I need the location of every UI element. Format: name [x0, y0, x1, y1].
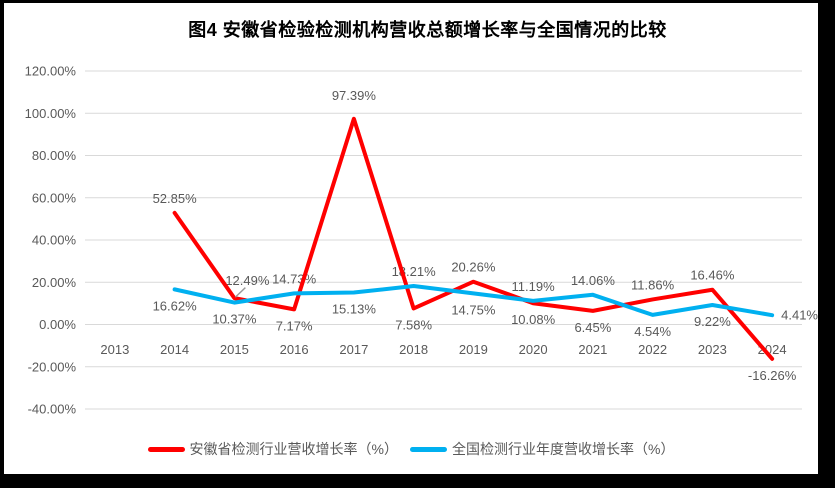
line-chart-plot: 120.00% 100.00% 80.00% 60.00% 40.00% 20.00% 0.…: [25, 64, 818, 417]
legend-line-swatch: [410, 446, 447, 452]
data-label-series-0: 16.46%: [690, 268, 735, 283]
y-axis-tick-label: 60.00%: [32, 190, 77, 205]
data-label-series-0: 12.49%: [225, 273, 270, 288]
label-leader-line: [234, 287, 246, 298]
legend-label: 全国检测行业年度营收增长率（%）: [452, 441, 675, 457]
x-axis-year-label: 2015: [220, 342, 249, 357]
x-axis-year-label: 2014: [160, 342, 189, 357]
series-line-0: [172, 116, 775, 361]
data-label-series-0: 11.86%: [631, 277, 675, 292]
y-axis-tick-label: 80.00%: [32, 148, 77, 163]
x-axis-year-label: 2021: [578, 342, 607, 357]
y-axis-tick-label: -20.00%: [28, 359, 77, 374]
chart-canvas: 图4 安徽省检验检测机构营收总额增长率与全国情况的比较 120.00% 100.0…: [4, 3, 818, 474]
data-label-series-0: 20.26%: [451, 260, 496, 275]
data-label-series-0: 10.08%: [511, 312, 556, 327]
x-axis-year-label: 2020: [519, 342, 548, 357]
data-label-series-1: 14.06%: [571, 273, 616, 288]
data-label-series-0: 97.39%: [332, 88, 377, 103]
data-label-series-0: 52.85%: [153, 191, 198, 206]
legend-label: 安徽省检测行业营收增长率（%）: [189, 441, 398, 457]
data-label-series-1: 9.22%: [694, 314, 731, 329]
x-axis-year-label: 2022: [638, 342, 667, 357]
data-label-series-1: 10.37%: [212, 312, 257, 327]
data-label-series-1: 4.54%: [634, 324, 671, 339]
data-label-series-1: 11.19%: [512, 279, 556, 294]
y-axis-tick-label: -40.00%: [28, 402, 77, 417]
data-label-series-1: 4.41%: [781, 308, 818, 323]
x-axis-year-label: 2019: [459, 342, 488, 357]
y-axis-tick-label: 100.00%: [25, 106, 77, 121]
data-label-series-1: 14.73%: [272, 271, 317, 286]
chart-title: 图4 安徽省检验检测机构营收总额增长率与全国情况的比较: [188, 20, 667, 40]
data-label-series-1: 16.62%: [153, 298, 198, 313]
x-axis-year-label: 2018: [399, 342, 428, 357]
y-axis-tick-label: 40.00%: [32, 233, 77, 248]
series-line-1: [172, 284, 775, 318]
data-label-series-1: 15.13%: [332, 302, 377, 317]
y-axis-tick-label: 0.00%: [39, 317, 76, 332]
x-axis-year-label: 2023: [698, 342, 727, 357]
legend-item-1: 全国检测行业年度营收增长率（%）: [410, 439, 674, 459]
legend-item-0: 安徽省检测行业营收增长率（%）: [147, 439, 398, 459]
data-label-series-0: 6.45%: [574, 320, 611, 335]
chart-legend: 安徽省检测行业营收增长率（%） 全国检测行业年度营收增长率（%）: [4, 439, 818, 459]
y-axis-tick-label: 20.00%: [32, 275, 77, 290]
x-axis-year-label: 2016: [280, 342, 309, 357]
data-label-series-1: 14.75%: [451, 302, 496, 317]
data-label-series-0: 7.17%: [276, 318, 313, 333]
data-label-series-0: -16.26%: [748, 368, 797, 383]
x-axis-year-label: 2013: [100, 342, 129, 357]
legend-line-swatch: [147, 446, 185, 452]
x-axis-year-label: 2017: [339, 342, 368, 357]
data-label-series-0: 7.58%: [395, 317, 432, 332]
y-axis-tick-label: 120.00%: [25, 64, 77, 79]
